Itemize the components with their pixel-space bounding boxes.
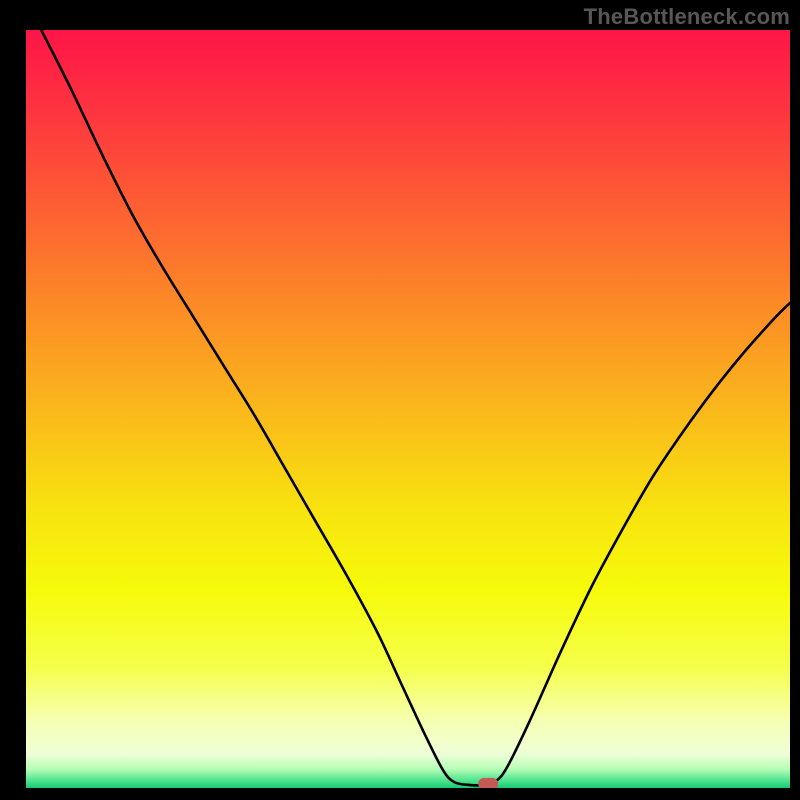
plot-area — [26, 30, 790, 788]
optimal-point-marker — [478, 778, 498, 788]
bottleneck-curve-chart — [26, 30, 790, 788]
chart-background — [26, 30, 790, 788]
watermark-text: TheBottleneck.com — [584, 4, 790, 30]
chart-frame: TheBottleneck.com — [0, 0, 800, 800]
